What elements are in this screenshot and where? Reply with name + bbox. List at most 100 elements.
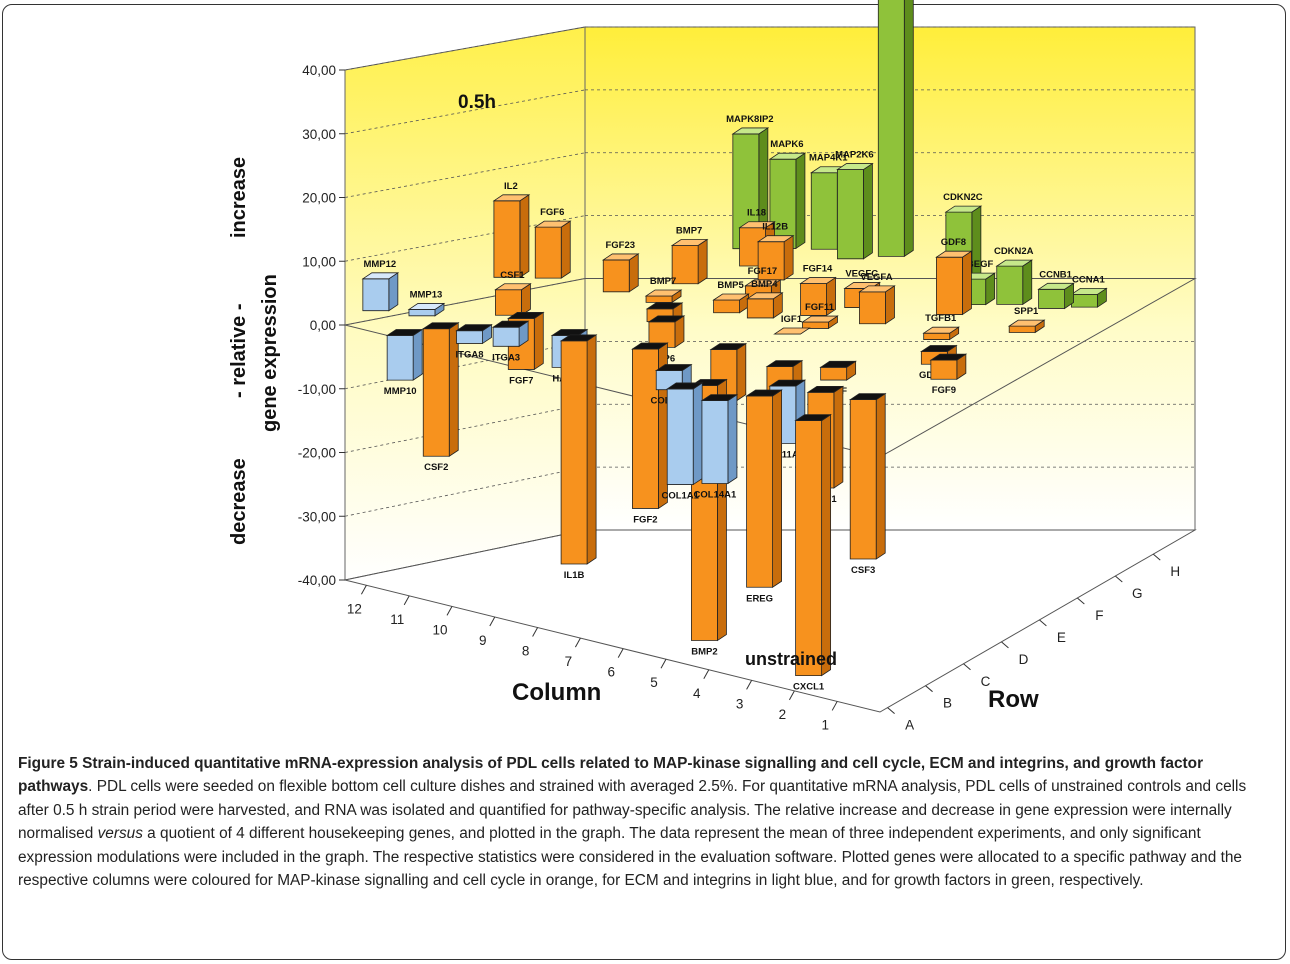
bar-top: [385, 329, 424, 336]
bar-top: [768, 152, 807, 160]
gridline-left: [344, 215, 586, 262]
column-tick-mark: [617, 648, 624, 658]
column-tick-mark: [746, 680, 753, 690]
bar-bmp7: BMP7: [670, 226, 709, 285]
bar-top: [1070, 288, 1108, 295]
bar-top: [631, 342, 669, 350]
bar-label: IGF1: [781, 314, 803, 325]
bar-top: [455, 324, 493, 332]
bar-front: [849, 399, 877, 560]
row-tick-label: H: [1170, 564, 1180, 579]
row-tick-mark: [1114, 575, 1123, 583]
column-tick-label: 7: [565, 654, 573, 669]
bar-label: GDF8: [941, 237, 966, 248]
bar-front: [1038, 288, 1065, 309]
bar-top: [920, 345, 958, 352]
bar-top: [836, 163, 874, 170]
bar-side: [560, 220, 571, 279]
bar-top: [801, 315, 839, 323]
bar-mmp10: MMP10: [384, 328, 424, 397]
gridline-left: [344, 403, 586, 453]
bar-label: CCNB1: [1039, 269, 1072, 280]
bar-top: [361, 272, 400, 280]
bar-top: [644, 289, 683, 297]
bar-label: CSF3: [851, 565, 875, 576]
column-tick-label: 8: [522, 644, 530, 659]
bar-label: MMP12: [363, 259, 396, 270]
z-tick-label: 40,00: [302, 63, 336, 78]
bar-front: [422, 328, 450, 457]
gridline-left: [344, 26, 586, 71]
bar-label: BMP7: [650, 276, 676, 287]
bar-label: BMP2: [691, 647, 717, 658]
bar-label: MAP2K6: [835, 150, 874, 161]
bar-front: [746, 395, 773, 588]
bar-ereg: EREG: [745, 389, 783, 604]
bar-top: [533, 220, 572, 228]
bar-side: [821, 413, 832, 677]
bar-fgf14: FGF14: [799, 264, 837, 317]
column-tick-label: 10: [432, 622, 447, 637]
bar-ccnb1: CCNB1: [1037, 269, 1075, 310]
column-axis-title: Column: [512, 679, 601, 706]
bar-top: [492, 194, 531, 202]
bar-top: [559, 334, 598, 342]
column-tick-label: 1: [821, 717, 829, 732]
bar-side: [388, 272, 399, 312]
bar-bmp4: BMP4: [745, 279, 784, 319]
bar-front: [645, 295, 673, 303]
bar-cdkn2a: CDKN2A: [994, 246, 1034, 306]
bar-label: EREG: [746, 593, 773, 604]
bar-front: [492, 326, 520, 347]
column-axis-ticks: 12 11 10 9 8 7 6 5 4 3 2 1: [347, 585, 838, 732]
column-tick-label: 11: [390, 612, 404, 627]
bar-side: [833, 385, 844, 489]
bar-fgf23: FGF23: [601, 240, 640, 293]
bar-fgf6: FGF6: [533, 207, 572, 279]
bar-spp1: SPP1: [1007, 306, 1046, 334]
bar-side: [586, 334, 597, 565]
bar-side: [533, 311, 544, 371]
bar-front: [560, 340, 588, 565]
caption-italic: versus: [97, 825, 143, 843]
bar-label: CXCL1: [793, 682, 825, 693]
bar-il12b: IL12B: [756, 222, 795, 281]
bar-front: [602, 259, 630, 293]
bar-top: [709, 343, 748, 351]
bar-label: IL2: [504, 181, 518, 192]
bar-label: FGF11: [805, 302, 835, 313]
row-tick-mark: [1001, 641, 1009, 649]
figure-caption: Figure 5 Strain-induced quantitative mRN…: [18, 752, 1274, 892]
row-tick-mark: [925, 685, 933, 693]
bar-side: [412, 328, 423, 381]
bar-front: [493, 200, 521, 278]
bar-label: CDKN2C: [943, 192, 983, 203]
bar-front: [795, 420, 823, 677]
bar-col1a1: COL1A1: [661, 382, 704, 502]
bar-itga8: ITGA8: [455, 323, 493, 360]
bar-bmp5: BMP5: [712, 280, 750, 314]
bar-front: [936, 256, 963, 315]
bar-label: SPP1: [1014, 306, 1039, 317]
column-tick-label: 2: [779, 707, 787, 722]
bar-il1b: IL1B: [559, 334, 598, 581]
row-tick-mark: [1039, 619, 1047, 627]
bar-top: [922, 326, 960, 334]
bar-front: [746, 298, 774, 319]
bar-label: CCNA1: [1072, 274, 1105, 285]
bar-label: MAP4K1: [809, 153, 848, 164]
bar-top: [995, 259, 1034, 267]
bar-csf2: CSF2: [421, 321, 460, 473]
row-tick-mark: [963, 663, 971, 671]
bar-label: MMP13: [410, 289, 443, 300]
bar-top: [858, 285, 896, 293]
bar-side: [875, 392, 886, 560]
column-tick-mark: [489, 616, 496, 627]
bar-front: [456, 330, 483, 344]
bar-front: [534, 226, 562, 279]
bar-front: [810, 172, 838, 250]
bar-label: FGF23: [605, 240, 635, 251]
bar-side: [885, 285, 895, 325]
bar-front: [820, 366, 848, 381]
panel-label: 0.5h: [458, 92, 496, 113]
